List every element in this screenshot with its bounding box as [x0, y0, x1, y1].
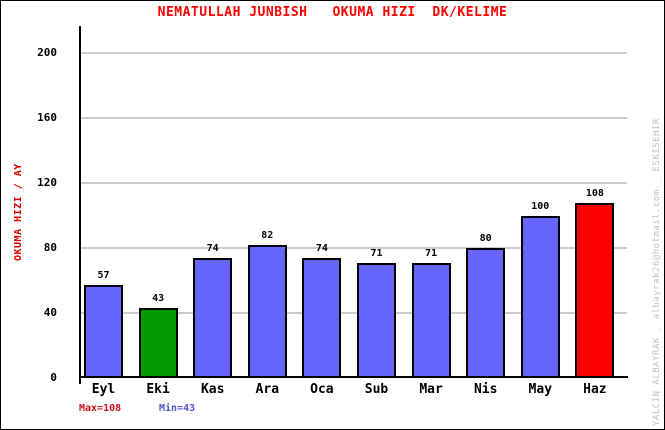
y-tick-label: 40 [43, 306, 57, 319]
bar-kas [193, 257, 233, 378]
y-tick-label: 200 [37, 46, 57, 59]
bar-eyl [84, 285, 123, 378]
bar-mar [411, 262, 451, 378]
bar-nis [466, 248, 506, 378]
bar-haz [575, 202, 615, 378]
watermark: YALCIN ALBAYRAK _ albayrak26@hotmail.com… [652, 118, 662, 426]
min-annotation: Min=43 [159, 403, 196, 414]
x-tick-label: Oca [310, 382, 334, 397]
bar-value-label: 82 [261, 229, 274, 241]
bar-value-label: 80 [479, 233, 492, 244]
bar-value-label: 71 [425, 247, 438, 259]
gridline [81, 312, 627, 314]
y-tick-label: 160 [37, 111, 57, 124]
x-tick-label: Haz [583, 382, 607, 397]
max-annotation: Max=108 [79, 403, 122, 414]
bar-eki [138, 308, 178, 378]
x-tick-label: Eki [146, 382, 170, 397]
x-tick-label: Kas [200, 382, 225, 397]
x-tick-label: Mar [419, 382, 443, 397]
gridline [81, 247, 627, 249]
bar-value-label: 74 [206, 242, 219, 254]
bar-value-label: 43 [152, 293, 165, 305]
chart-title: NEMATULLAH JUNBISH OKUMA HIZI DK/KELIME [157, 5, 508, 20]
gridline [81, 117, 627, 119]
bar-may [520, 215, 560, 378]
y-tick-label: 120 [37, 176, 57, 189]
y-tick-label: 0 [50, 371, 57, 384]
y-tick-label: 80 [43, 241, 57, 254]
x-tick-label: Ara [255, 382, 280, 397]
bar-value-label: 108 [585, 187, 604, 199]
bar-sub [357, 262, 396, 378]
x-axis-line [79, 376, 628, 378]
bar-value-label: 100 [531, 200, 550, 212]
x-tick-label: May [528, 382, 553, 397]
x-tick-label: Sub [364, 382, 389, 397]
bar-oca [302, 257, 342, 378]
gridline [81, 52, 627, 54]
bar-value-label: 71 [370, 247, 383, 259]
x-tick-label: Nis [473, 382, 498, 397]
bar-value-label: 57 [97, 270, 110, 282]
x-tick-label: Eyl [91, 382, 116, 397]
bar-ara [247, 244, 287, 378]
y-axis-line [79, 26, 81, 384]
gridline [81, 182, 627, 184]
bar-value-label: 74 [315, 242, 328, 254]
